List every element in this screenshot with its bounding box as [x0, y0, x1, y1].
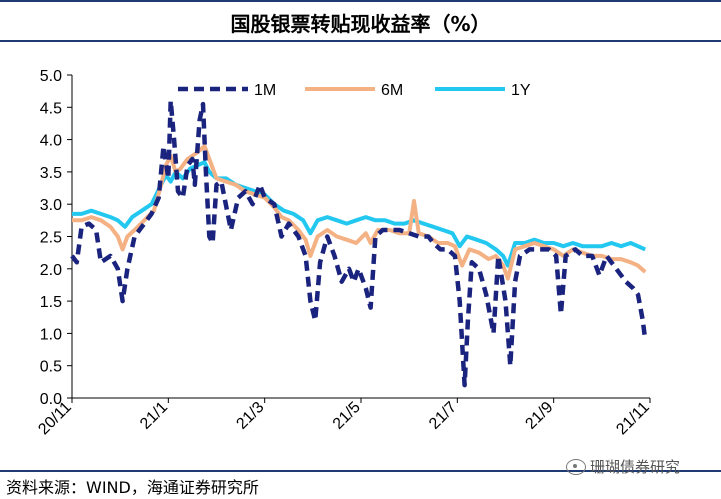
y-tick-label: 2.5: [40, 230, 62, 247]
series-line-1m: [70, 98, 648, 388]
y-tick-label: 3.0: [40, 197, 62, 214]
y-tick-label: 1.0: [40, 326, 62, 343]
x-tick-label: 21/1: [137, 399, 171, 433]
chart-title: 国股银票转贴现收益率（%）: [230, 12, 491, 36]
y-tick-label: 2.0: [40, 262, 62, 279]
chart-series-layer: [70, 98, 648, 388]
x-tick-label: 21/9: [522, 399, 556, 433]
chart-area: 0.00.51.01.52.02.53.03.54.04.55.020/11 21…: [35, 68, 653, 439]
source-note: 资料来源：WIND，海通证券研究所: [6, 478, 259, 497]
y-tick-label: 4.5: [40, 100, 62, 117]
y-tick-label: 3.5: [40, 165, 62, 182]
series-line-6m: [72, 144, 647, 281]
x-tick-label: 21/11: [613, 399, 653, 439]
legend-label-1y: 1Y: [511, 82, 531, 99]
x-tick-label: 21/7: [426, 399, 460, 433]
y-tick-label: 4.0: [40, 133, 62, 150]
watermark-text: 珊瑚债券研究: [590, 458, 681, 476]
series-line-1y: [72, 160, 647, 268]
legend-label-1m: 1M: [254, 82, 276, 99]
x-tick-label: 21/3: [233, 399, 267, 433]
top-rule: [0, 0, 721, 2]
y-tick-label: 1.5: [40, 294, 62, 311]
y-tick-label: 0.0: [40, 391, 62, 408]
x-tick-label: 21/5: [330, 399, 364, 433]
title-underline: [0, 40, 721, 42]
bottom-rule: [0, 470, 721, 472]
y-tick-label: 5.0: [40, 68, 62, 85]
wechat-icon: [566, 458, 586, 475]
legend-label-6m: 6M: [381, 82, 403, 99]
y-tick-label: 0.5: [40, 359, 62, 376]
watermark: 珊瑚债券研究: [566, 456, 680, 477]
chart-legend: 1M 6M 1Y: [178, 82, 531, 99]
